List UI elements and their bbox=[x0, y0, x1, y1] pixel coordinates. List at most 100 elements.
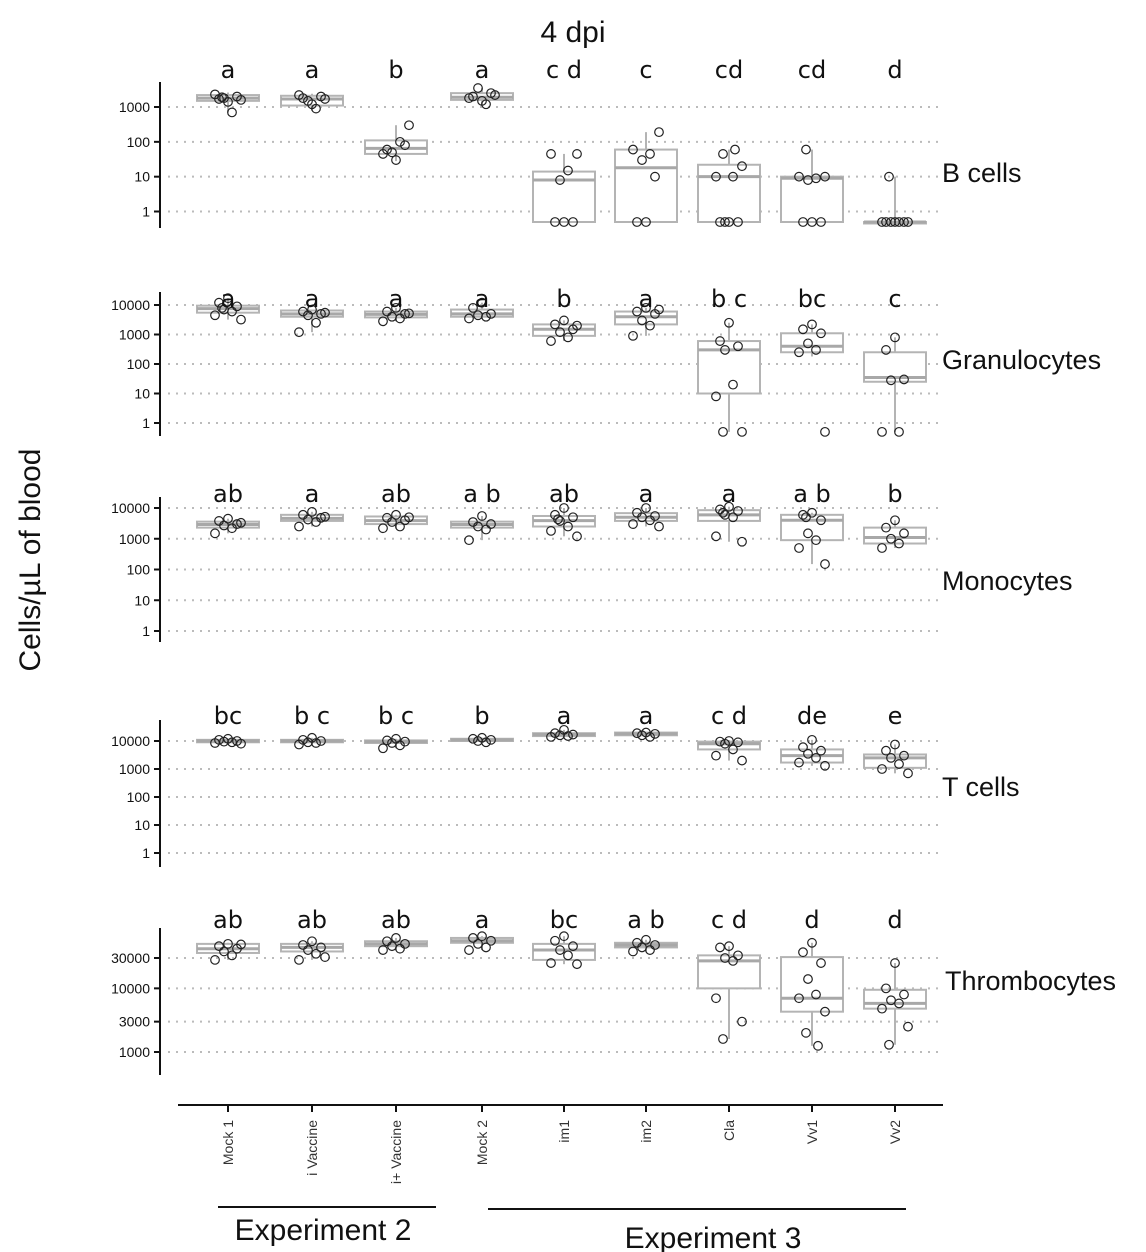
data-point bbox=[715, 942, 725, 953]
data-point bbox=[210, 310, 220, 321]
data-point bbox=[223, 293, 233, 304]
significance-letter-im2: a b bbox=[627, 906, 665, 934]
significance-letter-im1: c d bbox=[546, 56, 582, 84]
data-point bbox=[563, 332, 573, 343]
data-point bbox=[798, 509, 808, 520]
data-point bbox=[645, 320, 655, 331]
data-point bbox=[227, 107, 237, 118]
data-point bbox=[884, 1039, 894, 1050]
data-point bbox=[654, 304, 664, 315]
significance-letter-cla: c d bbox=[711, 906, 747, 934]
significance-letter-i-vaccine: b c bbox=[378, 702, 414, 730]
significance-letter-im2: a bbox=[639, 480, 654, 508]
data-point bbox=[715, 504, 725, 515]
significance-letter-mock-1: a bbox=[221, 56, 236, 84]
y-tick-label: 1 bbox=[142, 415, 150, 431]
data-point bbox=[303, 945, 313, 955]
data-point bbox=[820, 760, 830, 771]
data-point bbox=[481, 311, 491, 322]
data-point bbox=[572, 149, 582, 159]
data-point bbox=[404, 308, 414, 319]
data-point bbox=[820, 426, 830, 437]
data-point bbox=[568, 729, 578, 740]
data-point bbox=[227, 523, 237, 534]
data-point bbox=[559, 315, 569, 326]
data-point bbox=[236, 738, 246, 749]
data-point bbox=[733, 217, 743, 227]
data-point bbox=[890, 739, 900, 750]
data-point bbox=[307, 506, 317, 517]
data-point bbox=[737, 426, 747, 437]
y-tick-label: 10 bbox=[134, 817, 150, 833]
data-point bbox=[559, 931, 569, 942]
data-point bbox=[899, 374, 909, 385]
data-point bbox=[711, 391, 721, 402]
box-vv1 bbox=[780, 175, 844, 223]
data-point bbox=[811, 173, 821, 184]
group-brackets: Experiment 2 Experiment 3 bbox=[218, 1206, 906, 1252]
data-point bbox=[877, 543, 887, 553]
data-point bbox=[718, 149, 728, 159]
data-point bbox=[877, 764, 887, 774]
data-point bbox=[886, 752, 896, 763]
data-point bbox=[468, 302, 478, 313]
x-tick-label-mock-2: Mock 2 bbox=[474, 1120, 490, 1165]
y-tick-label: 10000 bbox=[111, 297, 150, 313]
data-point bbox=[715, 736, 725, 747]
data-point bbox=[637, 155, 647, 165]
significance-letter-mock-1: bc bbox=[214, 702, 242, 730]
data-point bbox=[632, 217, 642, 227]
data-point bbox=[811, 345, 821, 355]
panel-t-cells: 1 10 100 1000 10000 bc b c b c b a a c d de e T cells bbox=[111, 702, 1020, 867]
data-point bbox=[803, 528, 813, 539]
data-point bbox=[728, 171, 738, 182]
data-point bbox=[715, 217, 725, 227]
data-point bbox=[227, 737, 237, 748]
data-point bbox=[794, 757, 804, 768]
data-point bbox=[563, 165, 573, 176]
data-point bbox=[563, 950, 573, 961]
data-point bbox=[886, 375, 896, 386]
data-point bbox=[794, 347, 804, 358]
panel-label-monocytes: Monocytes bbox=[942, 566, 1073, 596]
data-point bbox=[316, 942, 326, 953]
panel-label-thrombocytes: Thrombocytes bbox=[945, 966, 1116, 996]
y-tick-label: 1 bbox=[142, 204, 150, 220]
data-point bbox=[490, 90, 500, 100]
data-point bbox=[798, 742, 808, 753]
data-point bbox=[555, 175, 565, 185]
significance-letter-i-vaccine: a bbox=[389, 285, 404, 313]
data-point bbox=[378, 523, 388, 534]
data-point bbox=[568, 512, 578, 523]
data-point bbox=[903, 1021, 913, 1032]
data-point bbox=[794, 171, 804, 182]
data-point bbox=[214, 297, 224, 308]
data-point bbox=[481, 99, 491, 110]
significance-letter-vv1: bc bbox=[798, 285, 826, 313]
data-point bbox=[236, 94, 246, 105]
panel-label-t-cells: T cells bbox=[942, 772, 1020, 802]
y-tick-label: 100 bbox=[127, 562, 151, 578]
data-point bbox=[236, 314, 246, 325]
data-point bbox=[881, 983, 891, 994]
y-tick-label: 10000 bbox=[111, 733, 150, 749]
data-point bbox=[886, 533, 896, 544]
data-point bbox=[563, 731, 573, 741]
data-point bbox=[219, 946, 229, 957]
data-point bbox=[801, 1027, 811, 1038]
x-tick-label-vv2: Vv2 bbox=[887, 1120, 903, 1144]
data-point bbox=[563, 521, 573, 532]
data-point bbox=[395, 136, 405, 147]
data-point bbox=[903, 768, 913, 779]
data-point bbox=[894, 998, 904, 1009]
data-point bbox=[568, 217, 578, 227]
data-point bbox=[464, 535, 474, 546]
group-label-experiment-2: Experiment 2 bbox=[235, 1214, 412, 1247]
significance-letter-mock-1: a bbox=[221, 285, 236, 313]
data-point bbox=[382, 936, 392, 947]
group-label-experiment-3: Experiment 3 bbox=[625, 1222, 802, 1252]
data-point bbox=[294, 955, 304, 965]
data-point bbox=[546, 336, 556, 346]
data-point bbox=[718, 426, 728, 437]
data-point bbox=[232, 301, 242, 312]
